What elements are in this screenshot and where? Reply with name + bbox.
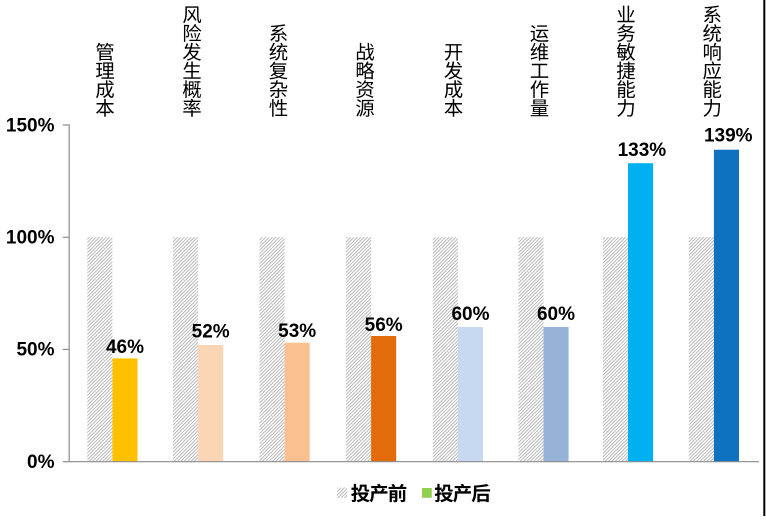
svg-text:53%: 53% (278, 321, 316, 342)
svg-text:133%: 133% (618, 140, 667, 161)
svg-text:52%: 52% (192, 321, 230, 342)
svg-text:56%: 56% (365, 315, 403, 336)
svg-text:139%: 139% (704, 126, 753, 147)
svg-text:60%: 60% (537, 304, 575, 325)
svg-text:50%: 50% (16, 340, 54, 361)
svg-text:150%: 150% (6, 115, 55, 136)
svg-text:46%: 46% (106, 337, 144, 358)
svg-text:0%: 0% (27, 452, 55, 473)
svg-text:100%: 100% (6, 228, 55, 249)
svg-text:60%: 60% (451, 304, 489, 325)
